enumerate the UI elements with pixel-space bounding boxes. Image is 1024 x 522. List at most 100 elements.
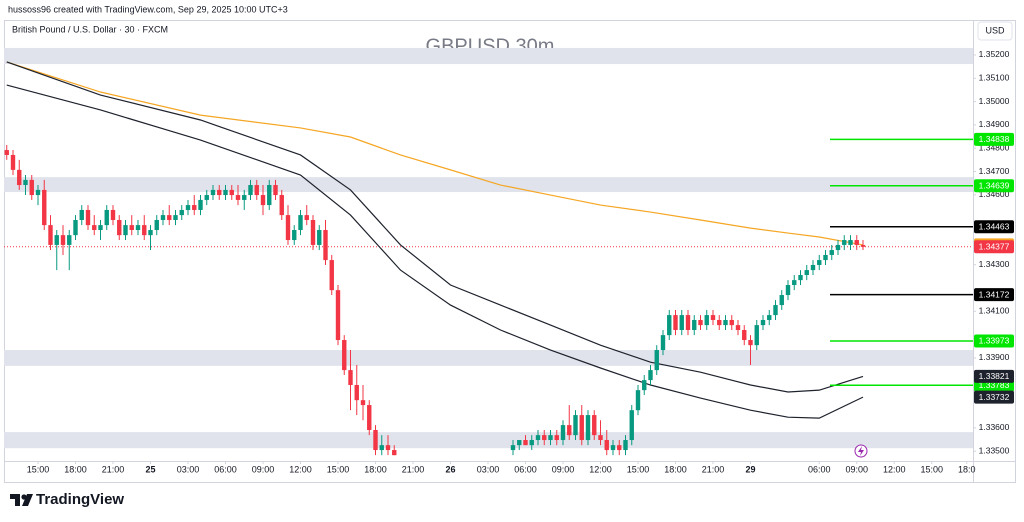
candle-body	[67, 235, 72, 245]
candle-body	[73, 219, 78, 236]
candle-body	[35, 189, 41, 196]
zone	[4, 350, 973, 366]
currency[interactable]: USD	[985, 25, 1005, 35]
x-tick-label: 03:00	[477, 464, 500, 474]
alert-icon[interactable]	[854, 444, 868, 458]
price-tag	[974, 369, 1014, 383]
price-tag-label: 1.34377	[979, 242, 1010, 252]
candle-body	[804, 270, 809, 275]
x-tick-label: 15:00	[27, 464, 50, 474]
x-tick-label: 09:00	[552, 464, 575, 474]
x-tick-label: 06:00	[808, 464, 831, 474]
moving-average	[6, 61, 864, 246]
candle-body	[298, 215, 303, 231]
candle-body	[510, 445, 516, 451]
candle-body	[692, 319, 697, 331]
x-tick-label: 03:00	[177, 464, 200, 474]
candle-body	[185, 205, 191, 210]
plot-area	[4, 47, 973, 456]
price-tag-label: 1.34172	[979, 289, 1010, 299]
x-tick-label: 29	[745, 464, 755, 474]
x-tick-label: 26	[445, 464, 455, 474]
candle-body	[354, 385, 359, 401]
candle-body	[848, 240, 853, 245]
candle-body	[792, 280, 797, 286]
x-tick-label: 21:00	[702, 464, 725, 474]
moving-average	[6, 84, 864, 419]
candle-body	[29, 179, 34, 196]
candle-body	[617, 445, 622, 451]
price-tag	[974, 220, 1014, 234]
candle-body	[854, 240, 859, 245]
y-tick-label: 1.33900	[979, 352, 1010, 362]
candle-body	[648, 370, 653, 381]
candle-body	[585, 415, 591, 441]
x-tick-label: 21:00	[102, 464, 125, 474]
price-tag	[974, 390, 1014, 404]
currency-box[interactable]	[977, 21, 1013, 41]
y-tick-label: 1.33600	[979, 422, 1010, 432]
price-tag	[974, 179, 1014, 193]
candle-body	[10, 154, 16, 170]
y-tick-label: 1.34700	[979, 166, 1010, 176]
candle-body	[323, 230, 328, 261]
candle-body	[210, 189, 216, 196]
candle-body	[135, 225, 141, 231]
candle-body	[360, 400, 366, 406]
candle-body	[667, 315, 672, 336]
candle-body	[679, 315, 684, 331]
candle-body	[710, 315, 716, 320]
alert-bolt[interactable]	[858, 446, 864, 456]
candle-body	[235, 195, 241, 200]
x-tick-label: 25	[145, 464, 155, 474]
candle-body	[248, 185, 253, 196]
candle-body	[292, 230, 297, 241]
candle-body	[573, 415, 578, 436]
candle-body	[173, 215, 178, 220]
header: hussoss96 created with TradingView.com, …	[8, 4, 288, 14]
candle-body	[773, 305, 778, 316]
x-tick-label: 21:00	[402, 464, 425, 474]
candle-body	[123, 225, 128, 236]
candle-body	[267, 185, 272, 206]
candle-body	[192, 205, 197, 210]
zone	[4, 47, 973, 65]
candle-body	[604, 440, 609, 451]
moving-average	[6, 61, 864, 393]
candle-body	[748, 340, 753, 346]
candle-body	[42, 189, 47, 226]
candle-body	[717, 319, 722, 326]
symbol-description: British Pound / U.S. Dollar · 30 · FXCM	[12, 24, 168, 34]
candle-body	[204, 195, 209, 200]
candle-body	[598, 435, 603, 441]
y-tick-label: 1.34100	[979, 306, 1010, 316]
candle-body	[592, 415, 597, 436]
y-tick-label: 1.34300	[979, 259, 1010, 269]
candle-body	[623, 440, 628, 451]
candle-body	[110, 209, 116, 220]
candle-body	[98, 225, 103, 231]
x-tick-label: 18:0	[958, 464, 976, 474]
candle-body	[785, 285, 791, 296]
y-tick-label: 1.35000	[979, 96, 1010, 106]
x-tick-label: 15:00	[627, 464, 650, 474]
candle-body	[217, 189, 222, 196]
candle-body	[285, 215, 291, 241]
price-tag	[974, 334, 1014, 348]
candle-body	[835, 244, 841, 251]
x-tick-label: 09:00	[252, 464, 275, 474]
candle-body	[548, 435, 553, 441]
brand: TradingView	[36, 491, 124, 508]
candle-body	[273, 185, 278, 196]
candle-body	[367, 405, 372, 430]
logo: TradingView	[10, 491, 124, 508]
candle-body	[535, 435, 541, 441]
candle-body	[729, 319, 734, 326]
candle-body	[735, 325, 741, 331]
candle-body	[254, 185, 259, 196]
price-tag	[974, 288, 1014, 302]
candle-body	[167, 215, 172, 220]
candle-body	[48, 225, 53, 245]
candle-body	[54, 235, 59, 245]
